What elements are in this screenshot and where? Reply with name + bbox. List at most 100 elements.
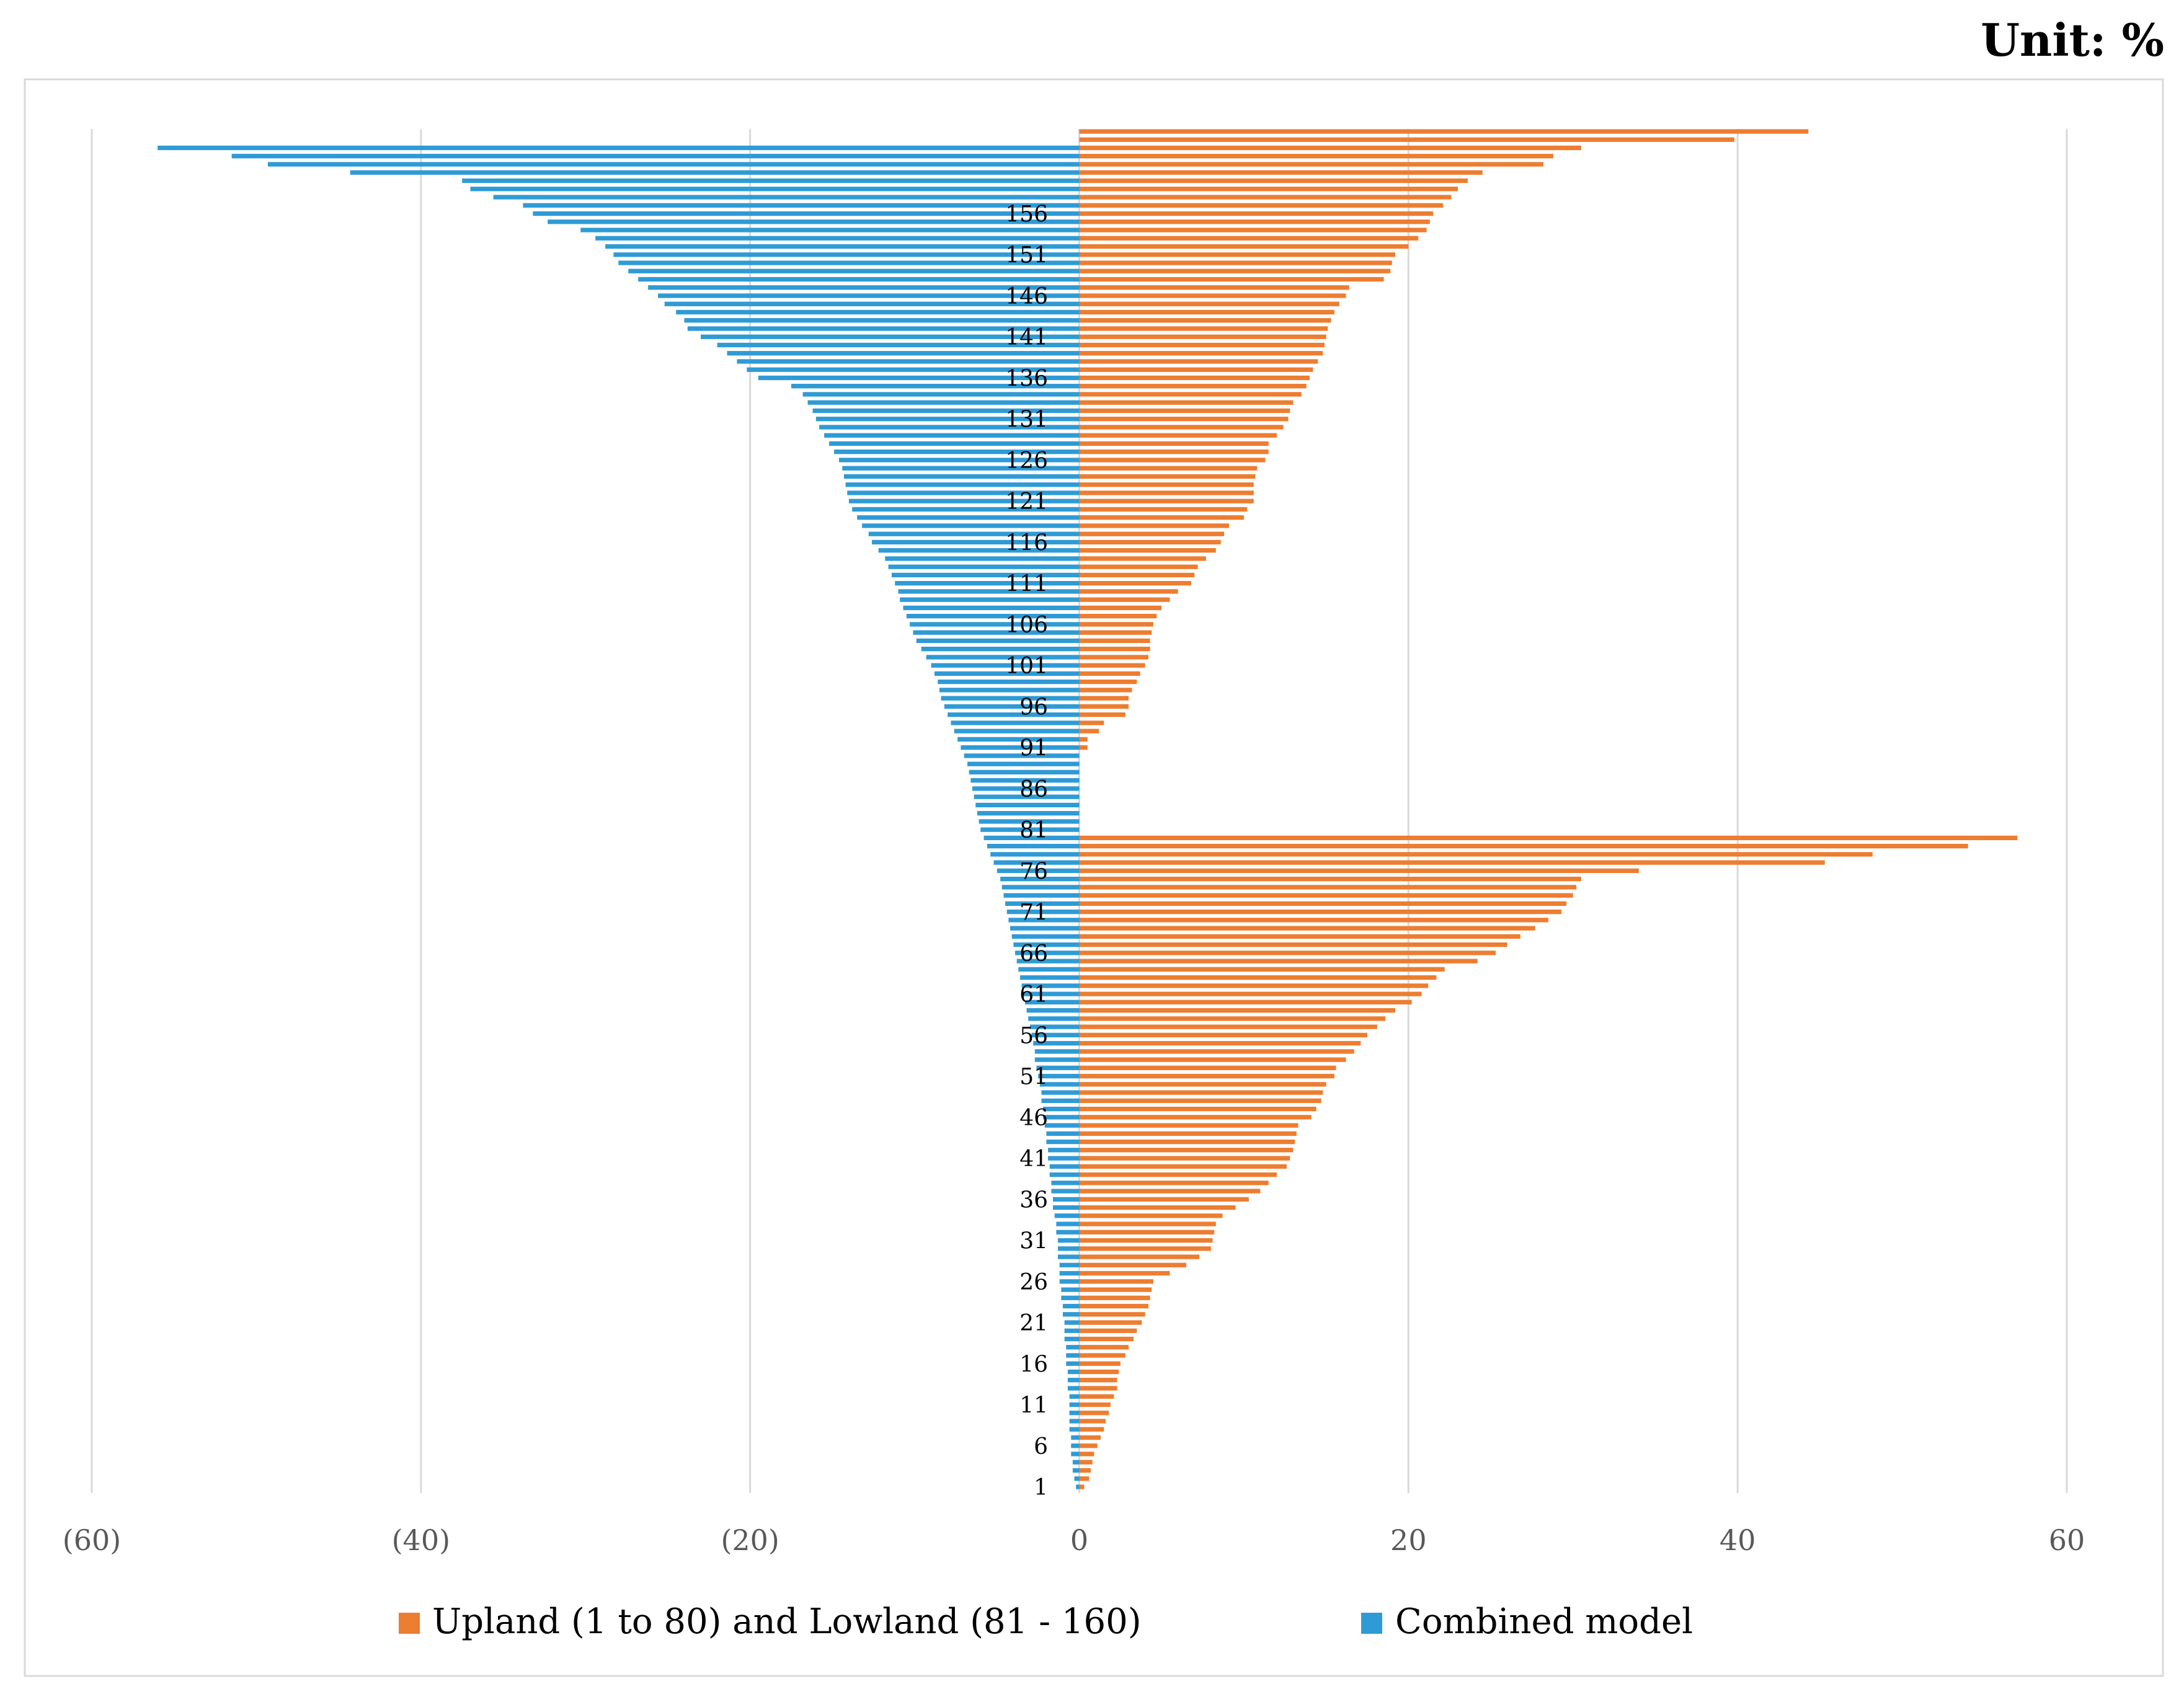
bar-upland-lowland-113 (1079, 564, 1198, 569)
bar-combined-84 (975, 802, 1080, 808)
bar-upland-lowland-94 (1079, 720, 1104, 725)
row-label: 86 (1019, 777, 1048, 802)
row-label: 146 (1005, 284, 1048, 309)
bar-combined-100 (934, 671, 1080, 676)
bar-upland-lowland-93 (1079, 729, 1099, 734)
row-label: 36 (1019, 1187, 1048, 1213)
bar-upland-lowland-49 (1079, 1090, 1323, 1095)
bar-upland-lowland-123 (1079, 482, 1254, 487)
row-label: 16 (1019, 1352, 1048, 1377)
bar-upland-lowland-159 (1079, 187, 1458, 192)
bar-combined-18 (1066, 1345, 1080, 1350)
bar-upland-lowland-158 (1079, 195, 1452, 200)
bar-combined-55 (1033, 1040, 1080, 1046)
bar-combined-149 (628, 268, 1080, 273)
bar-combined-64 (1018, 967, 1080, 972)
bar-upland-lowland-2 (1079, 1476, 1090, 1481)
bar-combined-142 (687, 326, 1080, 331)
bar-combined-159 (470, 187, 1080, 192)
bar-combined-116 (872, 539, 1080, 545)
bar-combined-89 (967, 761, 1080, 766)
bar-combined-24 (1061, 1295, 1080, 1300)
x-tick-labels: (60) (40) (20) 0 20 40 60 (63, 1523, 2085, 1557)
bar-combined-47 (1043, 1106, 1080, 1112)
bar-combined-70 (1008, 918, 1080, 923)
bar-upland-lowland-53 (1079, 1057, 1346, 1062)
bar-upland-lowland-107 (1079, 614, 1157, 619)
bar-combined-14 (1067, 1378, 1080, 1383)
bar-upland-lowland-152 (1079, 244, 1409, 249)
bar-upland-lowland-149 (1079, 268, 1391, 273)
bar-upland-lowland-133 (1079, 400, 1294, 405)
x-tick-label: (20) (721, 1523, 779, 1557)
bar-upland-lowland-3 (1079, 1468, 1091, 1473)
bar-combined-126 (838, 458, 1080, 463)
bar-upland-lowland-42 (1079, 1148, 1294, 1153)
bar-upland-lowland-99 (1079, 680, 1137, 685)
bar-upland-lowland-8 (1079, 1427, 1104, 1432)
bar-combined-85 (974, 794, 1080, 799)
bar-upland-lowland-10 (1079, 1411, 1109, 1416)
bar-combined-76 (997, 868, 1080, 874)
bar-combined-68 (1011, 934, 1080, 939)
bar-combined-160 (462, 178, 1080, 184)
bar-combined-90 (964, 753, 1080, 758)
bar-upland-lowland-4 (1079, 1460, 1093, 1465)
bar-combined-87 (970, 778, 1080, 783)
bar-upland-lowland-70 (1079, 918, 1548, 923)
bar-combined-21 (1064, 1320, 1080, 1325)
bar-combined-15 (1067, 1369, 1080, 1375)
bar-combined-82 (979, 819, 1080, 824)
bar-upland-lowland-7 (1079, 1435, 1101, 1440)
bar-upland-lowland-153 (1079, 236, 1419, 241)
bar-combined-73 (1003, 893, 1080, 898)
bar-combined-35 (1053, 1205, 1080, 1210)
bar-combined-42 (1048, 1148, 1080, 1153)
bar-upland-lowland-91 (1079, 745, 1088, 750)
bar-upland-lowland-121 (1079, 499, 1254, 503)
bar-combined-110 (898, 589, 1080, 594)
bar-combined-147 (648, 285, 1080, 290)
bar-upland-lowland-45 (1079, 1123, 1298, 1128)
bar-combined-56 (1031, 1032, 1080, 1037)
row-label: 6 (1034, 1434, 1048, 1460)
bar-upland-lowland-97 (1079, 696, 1129, 701)
bar-combined-105 (913, 630, 1080, 635)
bar-upland-lowland-146 (1079, 293, 1346, 298)
bar-upland-lowland-50 (1079, 1082, 1326, 1087)
bar-upland-lowland-23 (1079, 1303, 1148, 1309)
bar-combined-122 (847, 490, 1080, 495)
bar-upland-lowland-140 (1079, 342, 1325, 348)
bar-upland-lowland-47 (1079, 1106, 1316, 1112)
bar-combined-37 (1051, 1189, 1080, 1194)
bar-combined-58 (1028, 1016, 1080, 1021)
row-label: 21 (1019, 1311, 1048, 1336)
bar-upland-lowland-71 (1079, 909, 1562, 915)
bar-combined-136 (758, 375, 1080, 381)
bar-upland-lowland-95 (1079, 712, 1125, 717)
bar-upland-lowland-117 (1079, 531, 1225, 536)
bar-upland-lowland-124 (1079, 474, 1256, 479)
bar-combined-97 (941, 696, 1080, 701)
row-label: 101 (1005, 654, 1048, 679)
bar-combined-72 (1005, 901, 1080, 906)
bar-upland-lowland-156 (1079, 211, 1434, 216)
bar-combined-127 (834, 450, 1080, 454)
bar-combined-163 (231, 154, 1080, 159)
row-label: 126 (1005, 448, 1048, 474)
bar-upland-lowland-162 (1079, 162, 1543, 167)
bar-upland-lowland-63 (1079, 975, 1437, 980)
bar-upland-lowland-139 (1079, 351, 1323, 356)
bar-upland-lowland-36 (1079, 1197, 1249, 1202)
bar-combined-121 (848, 499, 1080, 503)
bar-combined-112 (891, 572, 1080, 578)
bar-upland-lowland-72 (1079, 901, 1567, 906)
row-label: 111 (1005, 572, 1048, 597)
bar-combined-148 (638, 277, 1080, 282)
bar-upland-lowland-55 (1079, 1040, 1361, 1046)
row-label: 81 (1019, 818, 1048, 843)
bar-upland-lowland-134 (1079, 392, 1302, 397)
bar-combined-115 (878, 548, 1080, 553)
bar-combined-2 (1074, 1476, 1080, 1481)
